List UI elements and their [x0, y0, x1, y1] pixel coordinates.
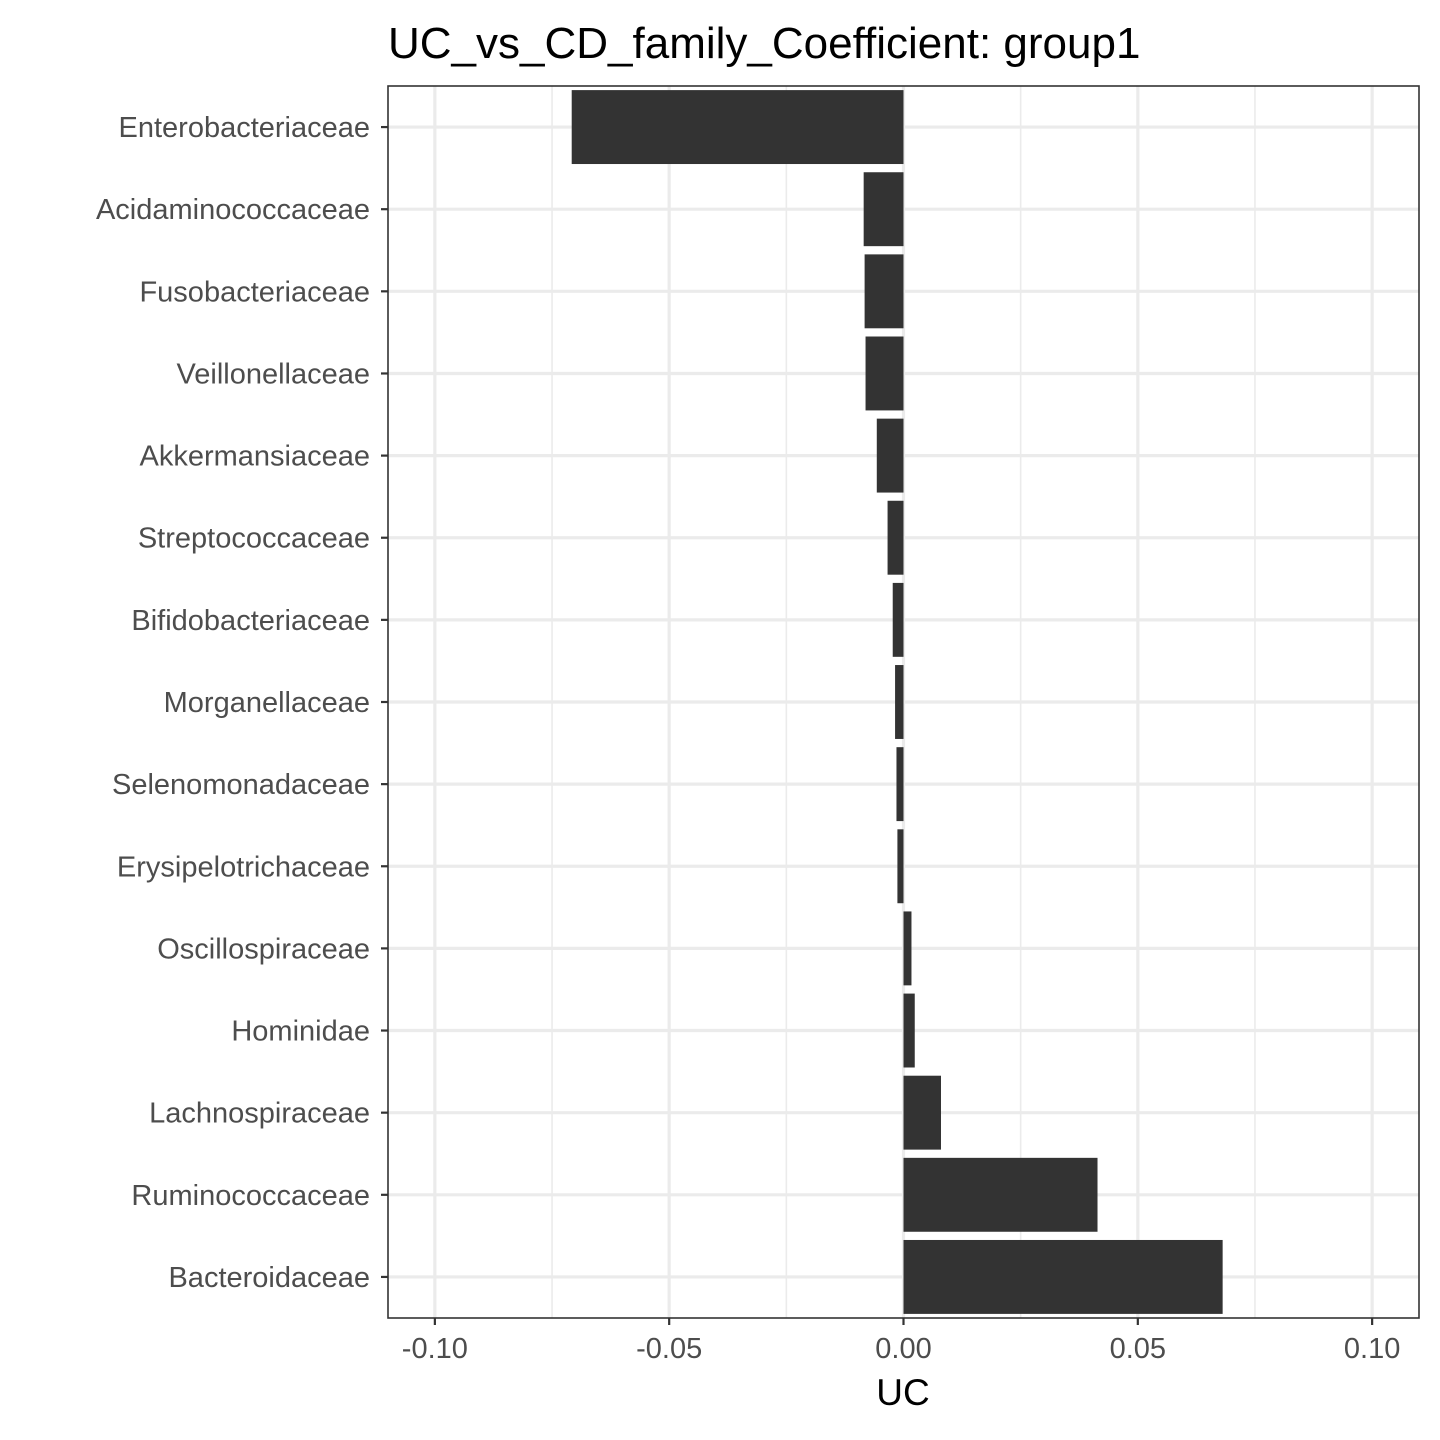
- bar: [864, 254, 904, 329]
- y-tick-label: Veillonellaceae: [177, 358, 370, 390]
- bar: [895, 665, 904, 739]
- y-axis: Enterobacteriaceae Acidaminococcaceae Fuso…: [96, 112, 388, 1294]
- bar: [897, 829, 904, 904]
- bar: [865, 336, 904, 411]
- x-axis: -0.10 -0.05 0.00 0.05 0.10: [402, 1318, 1400, 1365]
- chart-title: UC_vs_CD_family_Coefficient: group1: [388, 19, 1140, 68]
- y-tick-label: Streptococcaceae: [138, 523, 370, 555]
- y-tick-label: Acidaminococcaceae: [96, 194, 370, 226]
- bars: [571, 90, 1223, 1314]
- y-tick-label: Bifidobacteriaceae: [131, 605, 370, 637]
- bar: [903, 993, 915, 1068]
- bar: [863, 172, 904, 247]
- bar: [571, 90, 904, 165]
- y-tick-label: Morganellaceae: [164, 687, 370, 719]
- bar: [896, 747, 904, 822]
- bar: [903, 1075, 941, 1150]
- bar: [903, 1157, 1098, 1232]
- y-tick-label: Hominidae: [231, 1016, 370, 1048]
- x-tick-label: -0.10: [402, 1333, 468, 1365]
- y-tick-label: Enterobacteriaceae: [119, 112, 371, 144]
- y-tick-label: Bacteroidaceae: [168, 1262, 370, 1294]
- x-tick-label: 0.10: [1344, 1333, 1400, 1365]
- y-tick-label: Fusobacteriaceae: [139, 276, 370, 308]
- y-tick-label: Lachnospiraceae: [149, 1098, 370, 1130]
- bar: [892, 582, 904, 657]
- x-tick-label: 0.05: [1110, 1333, 1166, 1365]
- x-axis-label: UC: [876, 1372, 929, 1413]
- x-tick-label: 0.00: [875, 1333, 931, 1365]
- y-tick-label: Oscillospiraceae: [157, 933, 370, 965]
- bar: [876, 418, 904, 493]
- bar: [887, 500, 904, 575]
- y-tick-label: Erysipelotrichaceae: [117, 851, 370, 883]
- y-tick-label: Akkermansiaceae: [140, 441, 371, 473]
- y-tick-label: Ruminococcaceae: [131, 1180, 370, 1212]
- y-tick-label: Selenomonadaceae: [112, 769, 370, 801]
- bar: [903, 1239, 1223, 1314]
- bar: [903, 911, 912, 986]
- x-tick-label: -0.05: [636, 1333, 702, 1365]
